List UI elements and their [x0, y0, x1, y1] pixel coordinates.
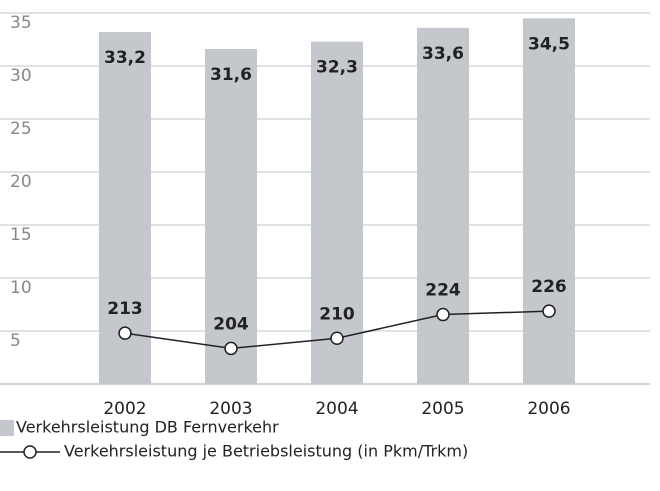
y-tick-label: 10 [10, 278, 32, 298]
line-value-label: 226 [531, 277, 567, 297]
y-tick-label: 30 [10, 66, 32, 86]
legend-item: Verkehrsleistung je Betriebsleistung (in… [0, 442, 468, 461]
y-tick-label: 5 [10, 331, 21, 351]
x-tick-label: 2003 [209, 399, 252, 419]
line-value-label: 224 [425, 281, 461, 301]
line-point [330, 331, 344, 346]
legend-label: Verkehrsleistung je Betriebsleistung (in… [64, 442, 468, 461]
line-value-label: 210 [319, 304, 355, 324]
bar [523, 18, 575, 385]
bar-value-label: 34,5 [528, 34, 570, 54]
bar [99, 32, 151, 385]
y-tick-label: 20 [10, 172, 32, 192]
bar-value-label: 33,6 [422, 44, 464, 64]
x-tick-label: 2002 [103, 399, 146, 419]
x-tick-label: 2006 [527, 399, 570, 419]
bar [417, 27, 469, 385]
bar [205, 49, 257, 384]
line-point [542, 304, 556, 318]
bar-value-label: 33,2 [104, 48, 146, 68]
bar-value-label: 31,6 [210, 65, 252, 85]
line-point [224, 341, 238, 356]
y-tick-label: 15 [10, 225, 32, 245]
legend-marker [23, 445, 37, 459]
legend-item: Verkehrsleistung DB Fernverkehr [0, 418, 279, 437]
bar-value-label: 32,3 [316, 58, 358, 78]
y-tick-label: 35 [10, 13, 32, 33]
line-value-label: 204 [213, 314, 249, 334]
legend-label: Verkehrsleistung DB Fernverkehr [16, 418, 279, 437]
line-point [436, 307, 450, 322]
legend-swatch [0, 420, 14, 436]
line-value-label: 213 [107, 299, 143, 319]
line-point [118, 326, 132, 340]
x-tick-label: 2004 [315, 399, 358, 419]
x-tick-label: 2005 [421, 399, 464, 419]
bar [311, 41, 363, 385]
y-tick-label: 25 [10, 119, 32, 139]
